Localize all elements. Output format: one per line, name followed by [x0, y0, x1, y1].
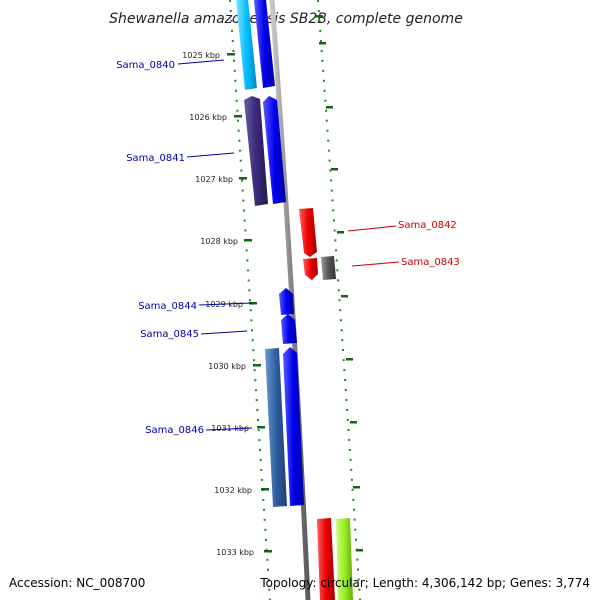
gene-label-sama-0842[interactable]: Sama_0842	[398, 220, 457, 231]
leader-sama-0841	[186, 152, 235, 158]
tick-1025	[227, 53, 235, 56]
gene-feature[interactable]	[263, 96, 286, 204]
gene-feature[interactable]	[254, 0, 275, 88]
gene-feature[interactable]	[281, 314, 297, 344]
tick-1026	[234, 115, 242, 118]
gene-label-sama-0844[interactable]: Sama_0844	[138, 301, 197, 312]
tick-1033	[264, 550, 272, 553]
kbp-label: 1033 kbp	[216, 548, 254, 557]
gene-sama-0842[interactable]	[299, 208, 317, 257]
leader-sama-0845	[200, 330, 248, 335]
gene-label-sama-0843[interactable]: Sama_0843	[401, 257, 460, 268]
gene-label-sama-0841[interactable]: Sama_0841	[126, 153, 185, 164]
outer-tick	[331, 168, 338, 171]
leader-sama-0842	[347, 225, 397, 232]
leader-sama-0843	[351, 261, 400, 267]
gene-label-sama-0846[interactable]: Sama_0846	[145, 425, 204, 436]
gene-sama-0841[interactable]	[244, 96, 286, 206]
accession-text: Accession: NC_008700	[9, 576, 145, 590]
kbp-label: 1028 kbp	[200, 237, 238, 246]
gene-unlabeled-forward[interactable]	[317, 518, 353, 600]
tick-1028	[244, 239, 252, 242]
gene-feature[interactable]	[299, 208, 317, 257]
outer-tick	[350, 421, 357, 424]
gene-sama-0843[interactable]	[303, 256, 336, 280]
cds-feature[interactable]	[265, 348, 287, 507]
outer-tick	[356, 549, 363, 552]
gene-labels: Sama_0840 Sama_0841 Sama_0842 Sama_0843 …	[116, 60, 460, 436]
gene-label-sama-0845[interactable]: Sama_0845	[140, 329, 199, 340]
outer-tick	[346, 358, 353, 361]
outer-tick	[341, 295, 348, 298]
gene-feature[interactable]	[283, 347, 304, 506]
cds-feature[interactable]	[244, 96, 268, 206]
kbp-label: 1032 kbp	[214, 486, 252, 495]
summary-text: Topology: circular; Length: 4,306,142 bp…	[259, 576, 590, 590]
outer-tick	[316, 15, 323, 18]
kbp-label: 1027 kbp	[195, 175, 233, 184]
inner-ruler-dots	[229, 0, 271, 600]
leader-sama-0840	[177, 59, 225, 65]
outer-ruler-dots	[317, 0, 361, 600]
gene-sama-0840[interactable]	[236, 0, 275, 90]
gene-label-sama-0840[interactable]: Sama_0840	[116, 60, 175, 71]
tick-1030	[253, 364, 261, 367]
kbp-label: 1026 kbp	[189, 113, 227, 122]
tick-1027	[239, 177, 247, 180]
tick-1029	[249, 302, 257, 305]
ruler-ticks	[227, 15, 363, 553]
cds-feature[interactable]	[321, 256, 336, 280]
gene-sama-0846[interactable]	[265, 347, 304, 507]
outer-tick	[337, 231, 344, 234]
gene-sama-0845[interactable]	[281, 314, 297, 344]
gene-feature[interactable]	[303, 258, 318, 280]
outer-tick	[319, 42, 326, 45]
gene-feature[interactable]	[279, 288, 294, 315]
map-title: Shewanella amazonensis SB2B, complete ge…	[109, 11, 463, 27]
leader-sama-0844	[198, 302, 253, 306]
outer-tick	[353, 486, 360, 489]
kbp-label: 1025 kbp	[182, 51, 220, 60]
tick-1031	[257, 426, 265, 429]
cds-feature[interactable]	[336, 518, 353, 600]
label-leaders	[177, 59, 400, 431]
outer-tick	[326, 106, 333, 109]
kbp-label: 1030 kbp	[208, 362, 246, 371]
cds-feature[interactable]	[236, 0, 257, 90]
leader-sama-0846	[205, 427, 253, 431]
gene-feature[interactable]	[317, 518, 335, 600]
tick-1032	[261, 488, 269, 491]
gene-sama-0844[interactable]	[279, 288, 294, 315]
